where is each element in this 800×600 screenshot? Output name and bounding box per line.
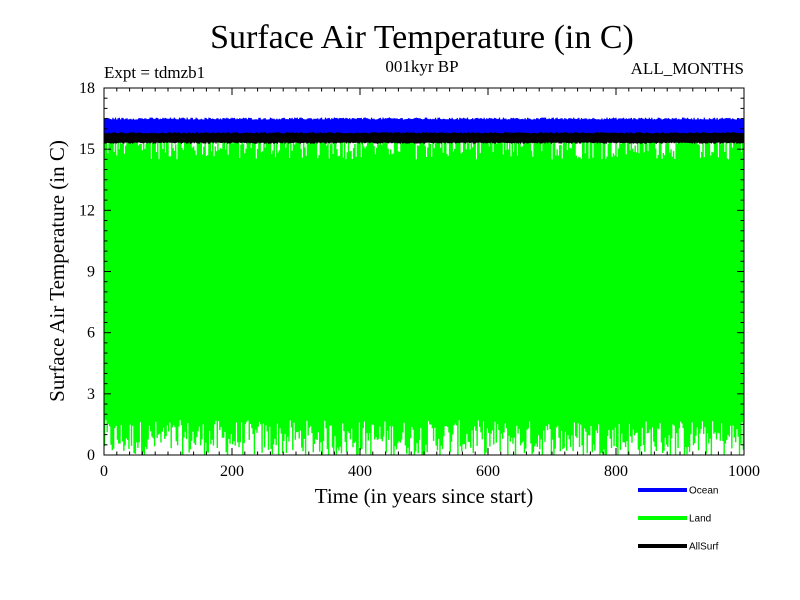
chart-subtitle: 001kyr BP bbox=[385, 57, 458, 76]
legend-label-ocean: Ocean bbox=[689, 486, 718, 497]
legend-label-land: Land bbox=[689, 514, 711, 525]
experiment-label: Expt = tdmzb1 bbox=[104, 63, 205, 82]
series-line-ocean bbox=[104, 117, 744, 136]
x-axis-label: Time (in years since start) bbox=[315, 484, 534, 508]
x-tick-label: 0 bbox=[100, 463, 108, 480]
y-axis-label: Surface Air Temperature (in C) bbox=[45, 140, 69, 402]
y-tick-label: 0 bbox=[87, 447, 95, 464]
series-line-land bbox=[104, 130, 744, 455]
y-tick-label: 3 bbox=[87, 386, 95, 403]
y-tick-label: 18 bbox=[79, 80, 95, 97]
y-tick-label: 12 bbox=[79, 202, 95, 219]
y-tick-label: 9 bbox=[87, 264, 95, 281]
series-line-allsurf bbox=[104, 132, 744, 144]
x-tick-label: 1000 bbox=[728, 463, 760, 480]
legend-label-allsurf: AllSurf bbox=[689, 542, 719, 553]
y-tick-label: 15 bbox=[79, 141, 95, 158]
plot-area bbox=[104, 117, 744, 455]
chart-title: Surface Air Temperature (in C) bbox=[210, 19, 634, 56]
x-tick-label: 800 bbox=[604, 463, 628, 480]
series-group bbox=[104, 117, 744, 455]
x-tick-label: 200 bbox=[220, 463, 244, 480]
y-tick-label: 6 bbox=[87, 325, 95, 342]
x-tick-label: 400 bbox=[348, 463, 372, 480]
legend: Ocean Land AllSurf bbox=[638, 486, 719, 553]
period-label: ALL_MONTHS bbox=[631, 59, 744, 78]
axes: 0 200 400 600 800 1000 0 3 6 9 12 15 18 bbox=[79, 80, 760, 480]
x-tick-label: 600 bbox=[476, 463, 500, 480]
